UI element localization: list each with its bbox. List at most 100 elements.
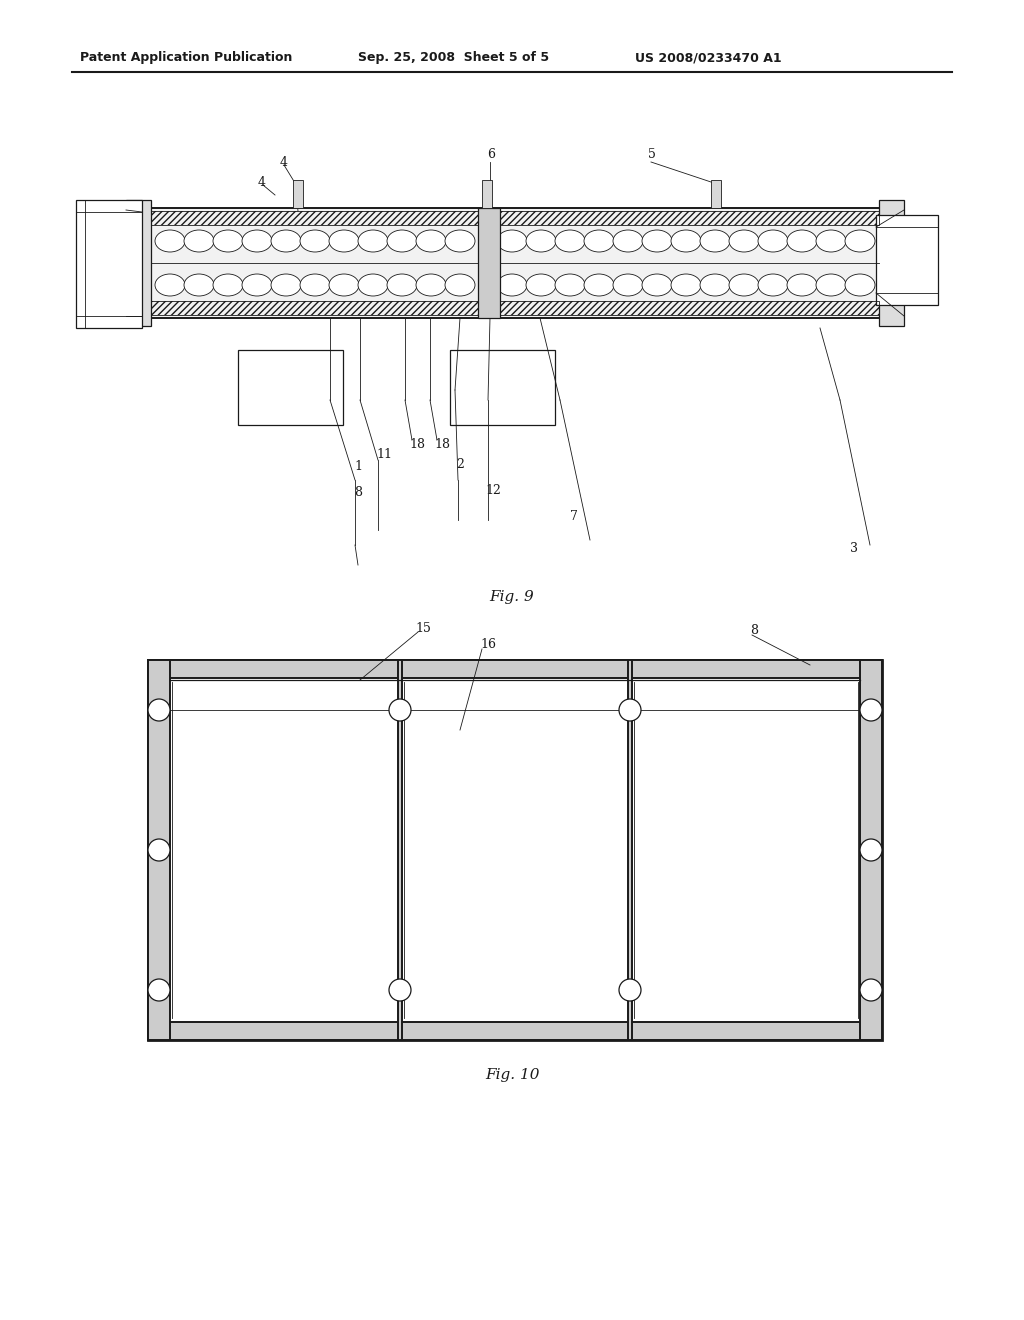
Bar [860,660,882,1040]
Text: Fig. 10: Fig. 10 [484,1068,540,1082]
Text: 16: 16 [480,639,496,652]
Bar [478,209,500,318]
Ellipse shape [584,275,614,296]
Circle shape [860,700,882,721]
Circle shape [148,979,170,1001]
Text: 7: 7 [570,510,578,523]
Bar [148,660,882,1040]
Ellipse shape [700,230,730,252]
Ellipse shape [758,230,788,252]
Circle shape [860,979,882,1001]
Bar [398,660,402,1040]
Ellipse shape [497,275,527,296]
Ellipse shape [787,275,817,296]
Bar [151,301,879,315]
Ellipse shape [155,230,185,252]
Circle shape [389,700,411,721]
Bar [151,211,879,224]
Bar [238,350,343,425]
Text: US 2008/0233470 A1: US 2008/0233470 A1 [635,51,781,65]
Ellipse shape [787,230,817,252]
Text: 1: 1 [354,459,362,473]
Text: 3: 3 [850,541,858,554]
Text: 4: 4 [280,157,288,169]
Bar [76,201,142,327]
Text: Fig. 9: Fig. 9 [489,590,535,605]
Ellipse shape [729,275,759,296]
Ellipse shape [845,230,874,252]
Text: 5: 5 [648,149,656,161]
Ellipse shape [497,230,527,252]
Ellipse shape [271,275,301,296]
Ellipse shape [358,275,388,296]
Ellipse shape [213,275,243,296]
Ellipse shape [416,275,446,296]
Bar [293,180,303,209]
Ellipse shape [271,230,301,252]
Circle shape [860,840,882,861]
Ellipse shape [613,275,643,296]
Ellipse shape [445,230,475,252]
Ellipse shape [300,230,330,252]
Bar [450,350,555,425]
Bar [482,180,492,209]
Text: 8: 8 [354,486,362,499]
Bar [148,660,882,678]
Ellipse shape [642,275,672,296]
Circle shape [148,700,170,721]
Bar [148,660,170,1040]
Bar [879,201,904,326]
Text: 6: 6 [487,149,495,161]
Ellipse shape [555,275,585,296]
Ellipse shape [671,230,701,252]
Text: 12: 12 [485,483,501,496]
Ellipse shape [329,230,359,252]
Text: 18: 18 [409,438,425,451]
Ellipse shape [184,275,214,296]
Ellipse shape [526,230,556,252]
Ellipse shape [242,275,272,296]
Circle shape [389,979,411,1001]
Ellipse shape [387,230,417,252]
Ellipse shape [642,230,672,252]
Ellipse shape [213,230,243,252]
Ellipse shape [526,275,556,296]
Bar [148,209,882,318]
Bar [711,180,721,209]
Bar [628,660,632,1040]
Ellipse shape [671,275,701,296]
Ellipse shape [845,275,874,296]
Ellipse shape [445,275,475,296]
Ellipse shape [584,230,614,252]
Ellipse shape [816,275,846,296]
Text: 11: 11 [376,447,392,461]
Ellipse shape [555,230,585,252]
Text: 4: 4 [258,177,266,190]
Ellipse shape [184,230,214,252]
Ellipse shape [416,230,446,252]
Bar [151,301,879,315]
Ellipse shape [758,275,788,296]
Text: 18: 18 [434,438,450,451]
Bar [126,201,151,326]
Text: 2: 2 [456,458,464,471]
Ellipse shape [700,275,730,296]
Text: 15: 15 [415,622,431,635]
Text: 8: 8 [750,623,758,636]
Ellipse shape [329,275,359,296]
Ellipse shape [613,230,643,252]
Ellipse shape [300,275,330,296]
Circle shape [618,700,641,721]
Ellipse shape [387,275,417,296]
Ellipse shape [358,230,388,252]
Ellipse shape [729,230,759,252]
Ellipse shape [242,230,272,252]
Bar [151,211,879,224]
Circle shape [148,840,170,861]
Text: Patent Application Publication: Patent Application Publication [80,51,293,65]
Bar [876,215,938,305]
Text: Sep. 25, 2008  Sheet 5 of 5: Sep. 25, 2008 Sheet 5 of 5 [358,51,549,65]
Bar [148,1022,882,1040]
Ellipse shape [155,275,185,296]
Ellipse shape [816,230,846,252]
